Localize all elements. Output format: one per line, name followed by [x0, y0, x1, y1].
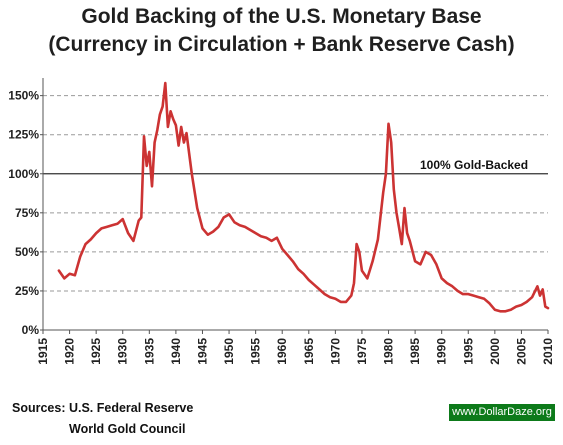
chart-title: Gold Backing of the U.S. Monetary Base — [81, 5, 482, 28]
x-tick-label: 1985 — [408, 338, 422, 365]
x-tick-label: 1955 — [249, 338, 263, 365]
y-tick-label: 0% — [22, 323, 40, 337]
x-tick-label: 1975 — [355, 338, 369, 365]
x-tick-label: 1935 — [142, 338, 156, 365]
x-tick-label: 2000 — [488, 338, 502, 365]
x-tick-label: 1980 — [382, 338, 396, 365]
y-tick-label: 25% — [15, 284, 39, 298]
y-tick-label: 75% — [15, 206, 39, 220]
credit-badge[interactable]: www.DollarDaze.org — [449, 404, 555, 421]
x-tick-label: 1960 — [275, 338, 289, 365]
y-tick-label: 50% — [15, 245, 39, 259]
series-line-0 — [57, 81, 550, 313]
x-tick-label: 1970 — [328, 338, 342, 365]
sources-line-1: Sources: U.S. Federal Reserve — [12, 401, 194, 415]
x-tick-label: 1925 — [89, 338, 103, 365]
x-tick-label: 1915 — [36, 338, 50, 365]
x-tick-label: 1945 — [195, 338, 209, 365]
x-tick-label: 1940 — [169, 338, 183, 365]
x-tick-label: 1965 — [302, 338, 316, 365]
x-tick-label: 2010 — [541, 338, 555, 365]
x-tick-label: 1930 — [116, 338, 130, 365]
x-tick-label: 2005 — [514, 338, 528, 365]
reference-line-label: 100% Gold-Backed — [420, 158, 528, 172]
x-tick-label: 1990 — [435, 338, 449, 365]
x-tick-label: 1950 — [222, 338, 236, 365]
y-tick-label: 100% — [8, 167, 39, 181]
y-tick-label: 125% — [8, 128, 39, 142]
y-tick-label: 150% — [8, 89, 39, 103]
chart-subtitle: (Currency in Circulation + Bank Reserve … — [48, 33, 515, 56]
x-tick-label: 1920 — [63, 338, 77, 365]
gold-backing-chart: 0% 25% 50% 75% 100% 125% 150% 100% Gold-Backed 1… — [8, 78, 555, 365]
sources-line-2: World Gold Council — [69, 422, 186, 436]
x-tick-label: 1995 — [461, 338, 475, 365]
